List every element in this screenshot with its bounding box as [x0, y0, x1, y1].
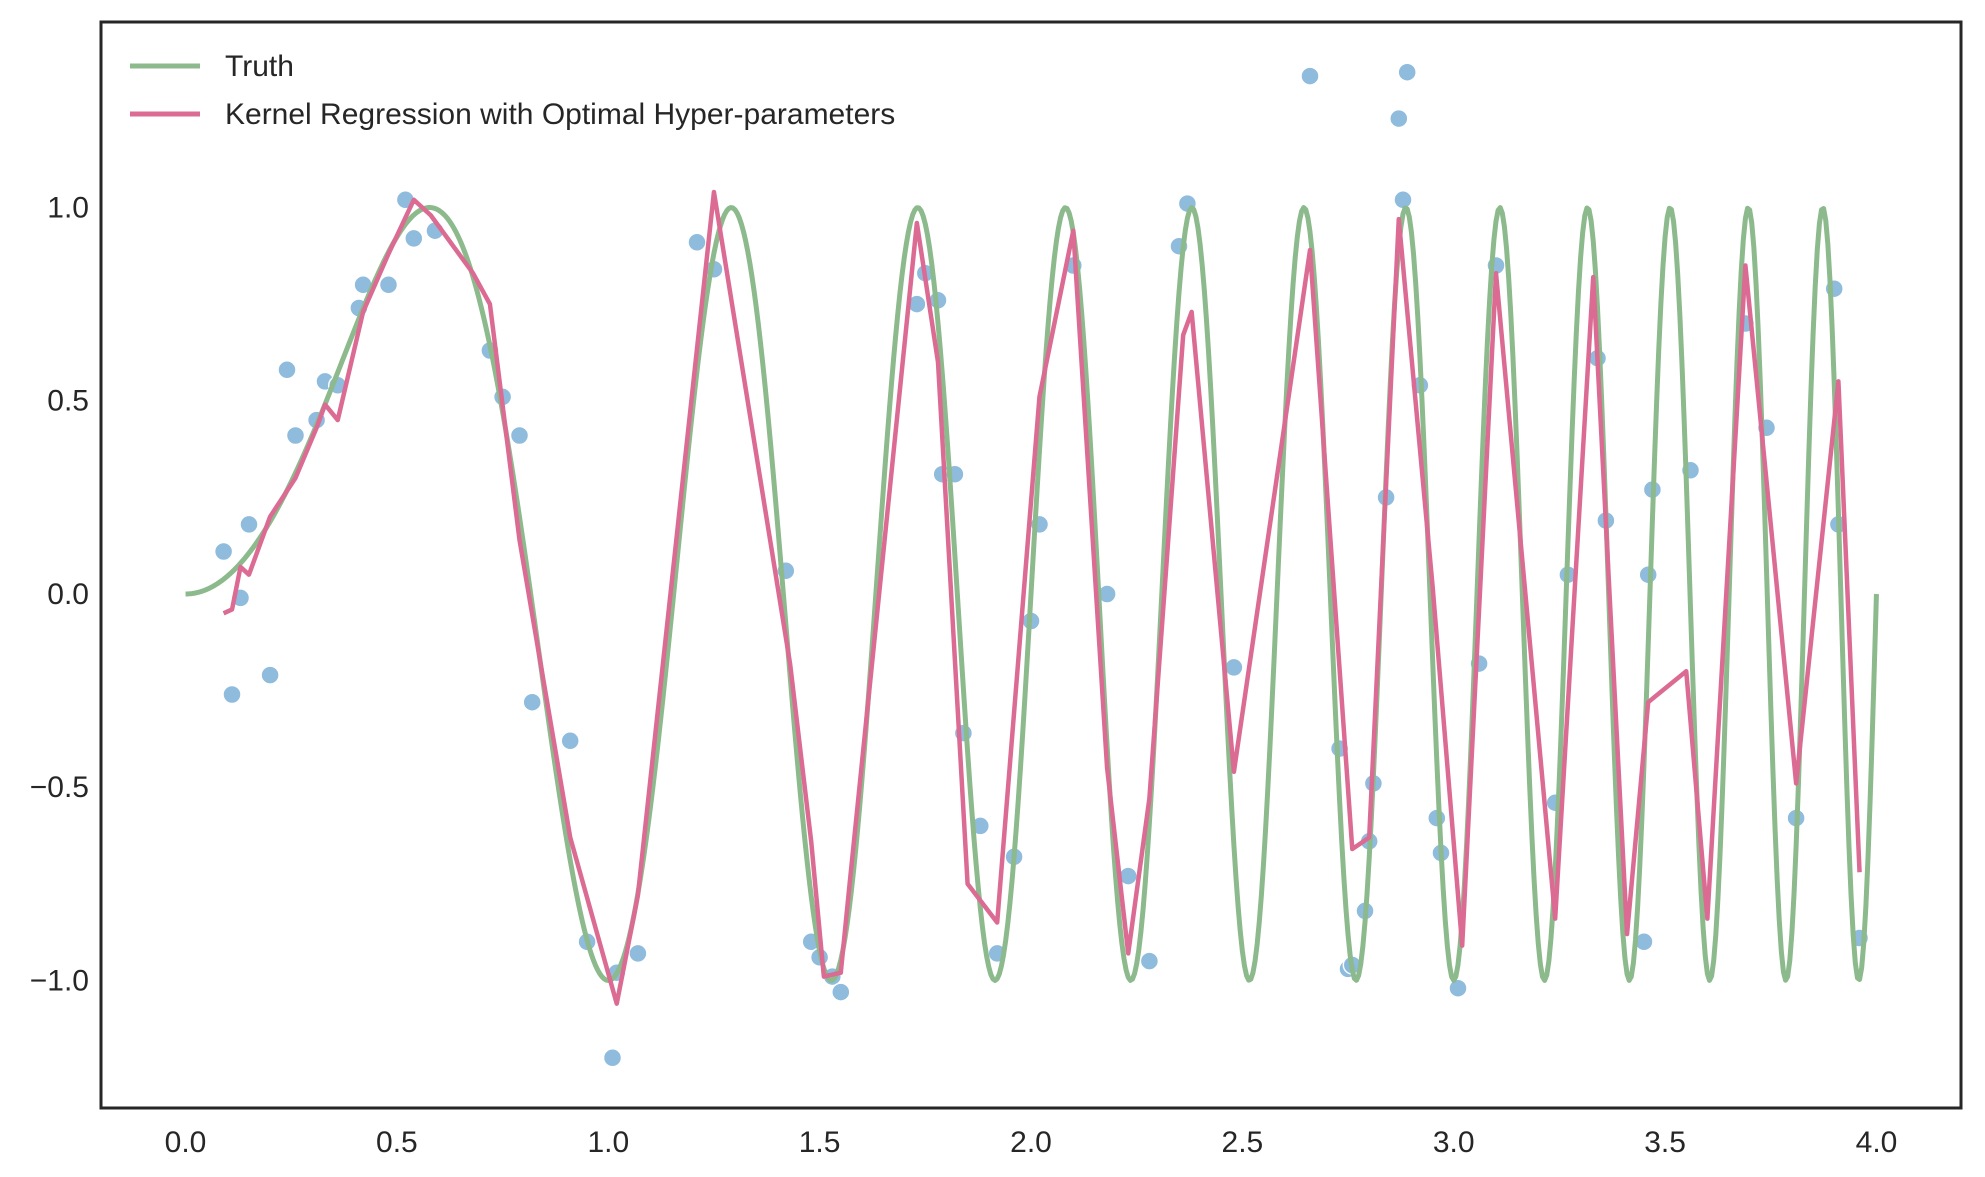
y-tick-label: 0.0 — [47, 578, 89, 611]
kernel-regression-line — [222, 189, 1862, 1006]
y-tick-label: 1.0 — [47, 192, 89, 225]
x-tick-label: 1.0 — [587, 1126, 629, 1159]
x-tick-label: 0.0 — [165, 1126, 207, 1159]
legend: Truth Kernel Regression with Optimal Hype… — [130, 50, 895, 131]
x-tick-label: 3.0 — [1433, 1126, 1475, 1159]
scatter-point — [260, 665, 280, 685]
truth-series — [185, 205, 1879, 983]
y-axis-ticks: −1.0 −0.5 0.0 0.5 1.0 — [30, 192, 89, 998]
plot-area-frame — [99, 20, 1963, 1110]
scatter-point — [1393, 190, 1413, 210]
scatter-point — [509, 425, 530, 446]
scatter-point — [1389, 108, 1409, 129]
x-tick-label: 4.0 — [1856, 1126, 1898, 1159]
scatter-point — [1397, 62, 1417, 82]
scatter-point — [239, 514, 259, 535]
legend-label: Kernel Regression with Optimal Hyper-par… — [225, 98, 895, 131]
scatter-point — [378, 275, 399, 295]
y-tick-label: −1.0 — [30, 965, 89, 998]
x-tick-label: 2.5 — [1222, 1126, 1264, 1159]
y-tick-label: 0.5 — [47, 385, 89, 418]
x-tick-label: 1.5 — [799, 1126, 841, 1159]
legend-label: Truth — [225, 50, 294, 83]
x-axis-ticks: 0.0 0.5 1.0 1.5 2.0 2.5 3.0 3.5 4.0 — [165, 1126, 1898, 1159]
scatter-point — [404, 228, 424, 249]
x-tick-label: 2.0 — [1010, 1126, 1052, 1159]
scatter-point — [1139, 951, 1160, 971]
scatter-point — [560, 731, 580, 751]
scatter-point — [831, 982, 851, 1002]
scatter-point — [1224, 657, 1244, 678]
truth-line — [185, 205, 1879, 983]
scatter-point — [687, 232, 707, 253]
y-tick-label: −0.5 — [30, 771, 89, 804]
legend-item-truth: Truth — [130, 50, 294, 83]
scatter-point — [285, 425, 306, 446]
scatter-point — [628, 943, 648, 964]
x-tick-label: 3.5 — [1644, 1126, 1686, 1159]
scatter-point — [277, 360, 297, 380]
scatter-point — [602, 1048, 623, 1068]
x-tick-label: 0.5 — [376, 1126, 418, 1159]
scatter-point — [522, 692, 542, 712]
scatter-point — [213, 541, 234, 562]
legend-item-kernel-regression: Kernel Regression with Optimal Hyper-par… — [130, 98, 895, 131]
kernel-series — [222, 189, 1862, 1006]
scatter-point — [222, 684, 242, 705]
scatter-point — [1300, 66, 1320, 86]
scatter-point — [1448, 978, 1468, 998]
